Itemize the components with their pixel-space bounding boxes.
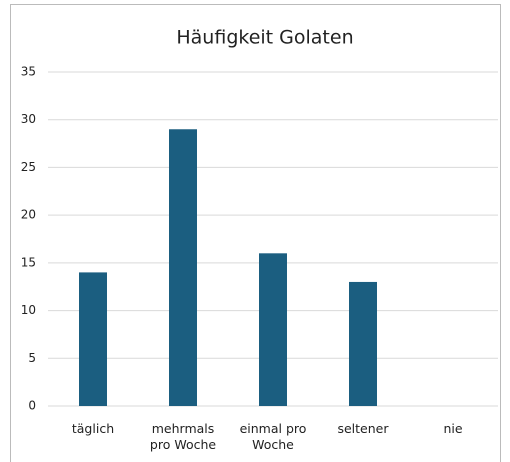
y-tick-label: 30 [21,112,36,126]
bar [259,253,287,406]
x-tick-label: einmal pro Woche [239,421,307,452]
x-tick-label: seltener [337,421,389,436]
y-tick-label: 25 [21,160,36,174]
chart-title: Häufigkeit Golaten [176,27,353,49]
y-tick-label: 20 [21,208,36,222]
bar [349,281,377,406]
bar [169,129,197,406]
x-tick-label: mehrmals pro Woche [149,421,217,452]
y-tick-label: 35 [21,65,36,79]
x-tick-label: nie [443,421,463,436]
y-tick-label: 10 [21,303,36,317]
y-tick-label: 15 [21,255,36,269]
y-tick-label: 0 [28,399,36,413]
bar [79,272,107,406]
x-tick-label: täglich [71,421,115,436]
y-tick-label: 5 [28,351,36,365]
